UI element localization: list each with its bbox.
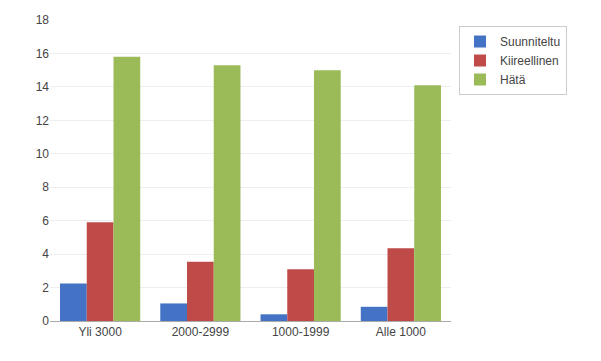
svg-text:2: 2: [42, 281, 49, 295]
svg-text:10: 10: [36, 147, 50, 161]
svg-text:1000-1999: 1000-1999: [272, 325, 330, 339]
svg-text:12: 12: [36, 114, 50, 128]
svg-text:0: 0: [42, 314, 49, 328]
svg-text:Suunniteltu: Suunniteltu: [500, 35, 560, 49]
svg-text:Hätä: Hätä: [500, 73, 526, 87]
svg-text:Alle 1000: Alle 1000: [376, 325, 426, 339]
svg-text:Yli 3000: Yli 3000: [78, 325, 122, 339]
svg-text:18: 18: [36, 13, 50, 27]
svg-text:2000-2999: 2000-2999: [172, 325, 230, 339]
svg-text:16: 16: [36, 47, 50, 61]
svg-text:14: 14: [36, 80, 50, 94]
svg-text:Kiireellinen: Kiireellinen: [500, 54, 559, 68]
svg-text:4: 4: [42, 247, 49, 261]
svg-text:8: 8: [42, 180, 49, 194]
svg-text:6: 6: [42, 214, 49, 228]
